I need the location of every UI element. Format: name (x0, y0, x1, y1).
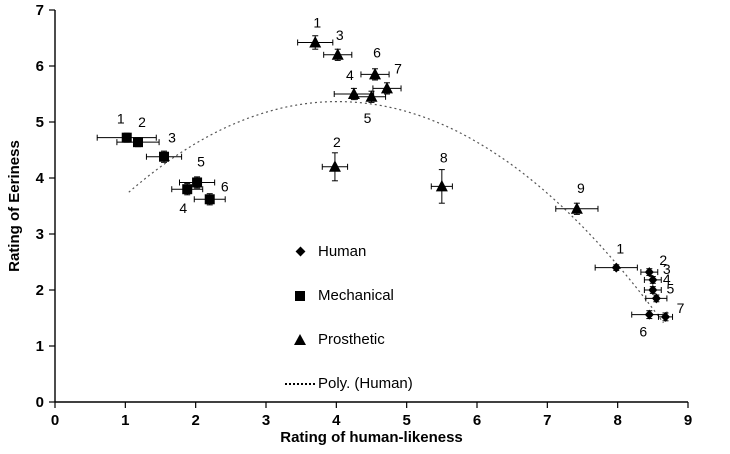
svg-text:5: 5 (402, 412, 410, 429)
chart-legend: Human Mechanical Prosthetic Poly. (Human… (282, 243, 413, 392)
svg-text:1: 1 (313, 14, 321, 30)
x-axis-title: Rating of human-likeness (280, 429, 463, 446)
svg-text:7: 7 (394, 60, 402, 76)
svg-text:5: 5 (36, 114, 44, 131)
svg-text:6: 6 (373, 44, 381, 60)
svg-text:4: 4 (179, 200, 187, 216)
svg-text:2: 2 (36, 282, 44, 299)
legend-label-poly-fit: Poly. (Human) (318, 375, 413, 392)
svg-text:9: 9 (577, 180, 585, 196)
svg-text:4: 4 (332, 412, 341, 429)
svg-text:3: 3 (36, 226, 44, 243)
y-axis-title: Rating of Eeriness (6, 140, 23, 272)
legend-label-prosthetic: Prosthetic (318, 331, 385, 348)
svg-text:3: 3 (336, 27, 344, 43)
legend-item-prosthetic: Prosthetic (282, 331, 413, 348)
svg-text:7: 7 (677, 300, 685, 316)
svg-text:7: 7 (36, 2, 44, 19)
svg-text:1: 1 (616, 241, 624, 257)
svg-text:1: 1 (121, 412, 129, 429)
svg-text:8: 8 (613, 412, 621, 429)
dotted-line-icon (285, 382, 315, 385)
svg-text:2: 2 (138, 114, 146, 130)
svg-text:3: 3 (168, 130, 176, 146)
svg-text:2: 2 (191, 412, 199, 429)
svg-text:6: 6 (36, 58, 44, 75)
svg-text:0: 0 (51, 412, 59, 429)
svg-text:9: 9 (684, 412, 692, 429)
legend-label-human: Human (318, 243, 367, 260)
svg-text:6: 6 (639, 324, 647, 340)
square-marker-icon (295, 290, 305, 301)
svg-text:1: 1 (117, 111, 125, 127)
svg-text:5: 5 (364, 110, 372, 126)
svg-text:5: 5 (197, 153, 205, 169)
svg-text:2: 2 (659, 252, 667, 268)
svg-text:5: 5 (666, 280, 674, 296)
svg-text:4: 4 (36, 170, 45, 187)
legend-item-poly-fit: Poly. (Human) (282, 375, 413, 392)
legend-label-mechanical: Mechanical (318, 287, 394, 304)
svg-text:3: 3 (262, 412, 270, 429)
diamond-marker-icon (295, 246, 305, 257)
svg-text:4: 4 (346, 67, 354, 83)
svg-text:2: 2 (333, 134, 341, 150)
svg-text:8: 8 (440, 149, 448, 165)
legend-item-human: Human (282, 243, 413, 260)
svg-text:0: 0 (36, 394, 44, 411)
svg-text:7: 7 (543, 412, 551, 429)
svg-text:6: 6 (221, 178, 229, 194)
svg-text:1: 1 (36, 338, 44, 355)
svg-text:6: 6 (473, 412, 481, 429)
svg-text:4: 4 (663, 271, 671, 287)
svg-text:3: 3 (663, 261, 671, 277)
triangle-marker-icon (294, 334, 306, 345)
legend-item-mechanical: Mechanical (282, 287, 413, 304)
